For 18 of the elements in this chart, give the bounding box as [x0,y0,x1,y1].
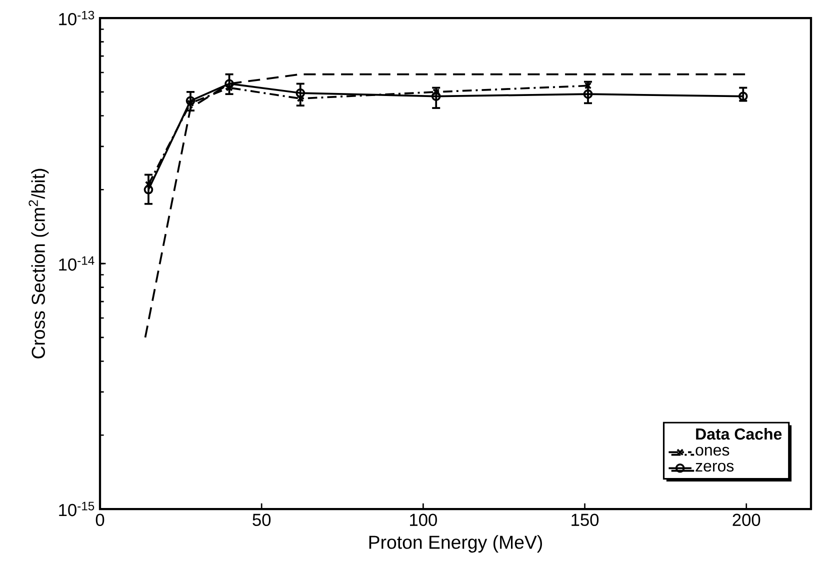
point [584,82,592,90]
y-tick-label: 10$^{-15}$ [59,502,94,516]
y-tick-label: 10$^{-14}$ [59,256,94,271]
legend-label: zeros [696,462,734,472]
legend-label: ones [696,446,730,456]
point [186,100,194,107]
y-axis-title: Cross Section (cm$^{2}$/bit) [28,168,49,358]
line-series [144,73,748,338]
x-tick-label: 0 [96,514,104,526]
legend-title: Data Cache [696,428,782,440]
x-tick-label: 200 [732,514,760,526]
x-tick-label: 150 [572,514,599,526]
point [296,94,304,102]
x-tick-label: 100 [410,514,437,526]
point [226,84,233,92]
x-axis-title: Proton Energy (MeV) [369,535,542,553]
y-tick-label: 10$^{-13}$ [59,10,94,26]
x-tick-label: 50 [252,514,271,526]
